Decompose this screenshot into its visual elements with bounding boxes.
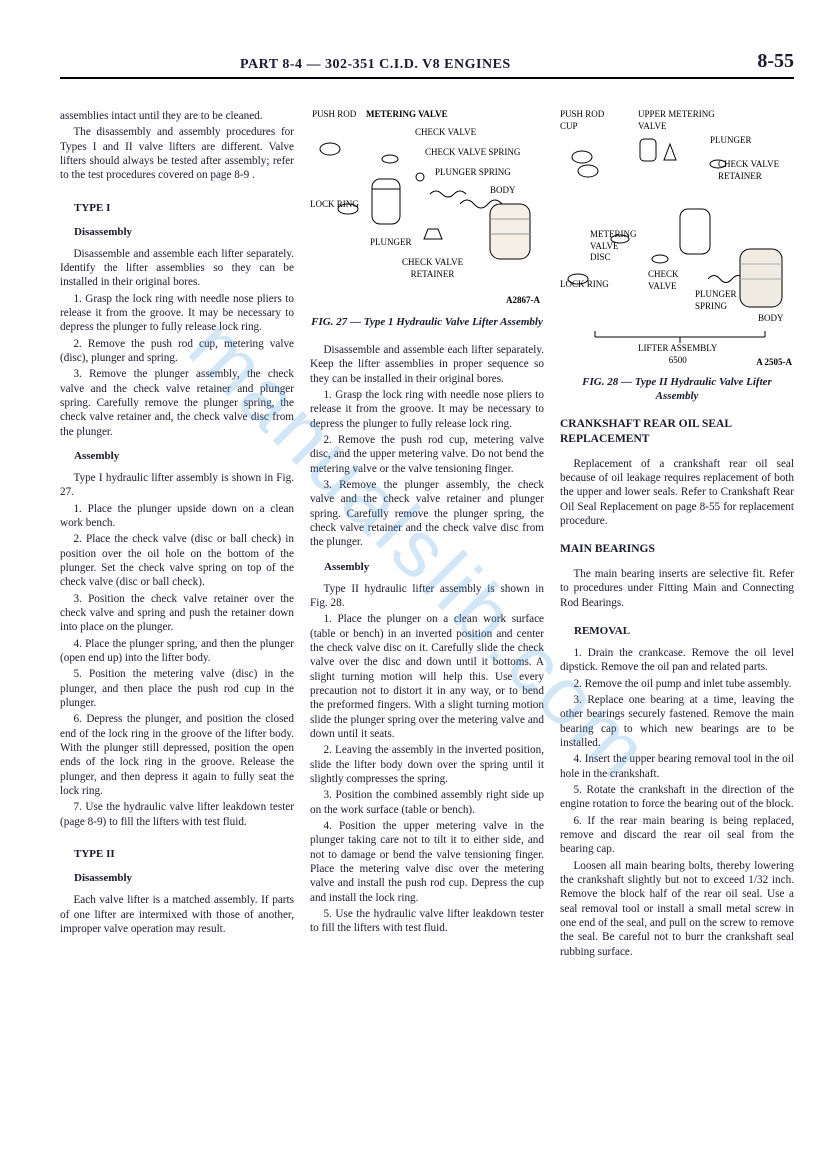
body-text: 2. Place the check valve (disc or ball c… xyxy=(60,532,294,589)
heading-crankshaft-seal: CRANKSHAFT REAR OIL SEAL REPLACEMENT xyxy=(560,417,794,446)
body-text: Each valve lifter is a matched assembly.… xyxy=(60,893,294,936)
body-text: 6. Depress the plunger, and position the… xyxy=(60,712,294,798)
figure-28: PUSH ROD CUP UPPER METERING VALVE PLUNGE… xyxy=(560,109,794,403)
body-text: Type II hydraulic lifter assembly is sho… xyxy=(310,582,544,611)
body-text: Loosen all main bearing bolts, thereby l… xyxy=(560,859,794,959)
column-2: PUSH ROD METERING VALVE CHECK VALVE CHEC… xyxy=(310,109,544,961)
body-text: 1. Place the plunger on a clean work sur… xyxy=(310,612,544,741)
label-body: BODY xyxy=(490,185,516,197)
label-metering-valve: METERING VALVE xyxy=(366,109,448,121)
body-text: 4. Insert the upper bearing removal tool… xyxy=(560,752,794,781)
heading-type2: TYPE II xyxy=(74,847,294,861)
body-text: 3. Remove the plunger assembly, the chec… xyxy=(60,367,294,439)
label-body-2: BODY xyxy=(758,313,784,325)
figure-27: PUSH ROD METERING VALVE CHECK VALVE CHEC… xyxy=(310,109,544,329)
body-text: 1. Grasp the lock ring with needle nose … xyxy=(310,388,544,431)
body-text: 2. Remove the push rod cup, metering val… xyxy=(310,433,544,476)
body-text: Disassemble and assemble each lifter sep… xyxy=(60,247,294,290)
label-metering-valve-disc: METERING VALVE DISC xyxy=(590,229,637,264)
intro-para: The disassembly and assembly procedures … xyxy=(60,125,294,182)
label-check-valve-2: CHECK VALVE xyxy=(648,269,679,292)
figure-27-diagram: PUSH ROD METERING VALVE CHECK VALVE CHEC… xyxy=(310,109,544,309)
label-figure-code-2: A 2505-A xyxy=(756,357,792,369)
body-text: The main bearing inserts are selective f… xyxy=(560,567,794,610)
label-check-valve: CHECK VALVE xyxy=(415,127,476,139)
figure-28-diagram: PUSH ROD CUP UPPER METERING VALVE PLUNGE… xyxy=(560,109,794,369)
body-text: 1. Place the plunger upside down on a cl… xyxy=(60,502,294,531)
label-plunger-2: PLUNGER xyxy=(710,135,752,147)
label-push-rod: PUSH ROD xyxy=(312,109,356,121)
body-text: 4. Position the upper metering valve in … xyxy=(310,819,544,905)
label-upper-metering: UPPER METERING VALVE xyxy=(638,109,715,132)
label-plunger-spring: PLUNGER SPRING xyxy=(435,167,511,179)
label-check-valve-spring: CHECK VALVE SPRING xyxy=(425,147,520,159)
label-figure-code: A2867-A xyxy=(506,295,540,307)
label-lock-ring: LOCK RING xyxy=(310,199,359,211)
label-lifter-assembly: LIFTER ASSEMBLY 6500 xyxy=(638,343,717,366)
heading-disassembly: Disassembly xyxy=(74,225,294,239)
intro-para: assemblies intact until they are to be c… xyxy=(60,109,294,123)
body-text: 5. Position the metering valve (disc) in… xyxy=(60,667,294,710)
body-text: 6. If the rear main bearing is being rep… xyxy=(560,814,794,857)
page-number: 8-55 xyxy=(757,50,794,73)
heading-disassembly-2: Disassembly xyxy=(74,871,294,885)
body-text: 2. Remove the oil pump and inlet tube as… xyxy=(560,677,794,691)
label-plunger-spring-2: PLUNGER SPRING xyxy=(695,289,737,312)
body-text: 2. Leaving the assembly in the inverted … xyxy=(310,743,544,786)
body-text: Type I hydraulic lifter assembly is show… xyxy=(60,471,294,500)
header-title: PART 8-4 — 302-351 C.I.D. V8 ENGINES xyxy=(240,57,511,73)
body-text: 7. Use the hydraulic valve lifter leakdo… xyxy=(60,800,294,829)
heading-assembly: Assembly xyxy=(74,449,294,463)
body-text: 1. Grasp the lock ring with needle nose … xyxy=(60,292,294,335)
body-text: Replacement of a crankshaft rear oil sea… xyxy=(560,457,794,529)
body-text: 5. Rotate the crankshaft in the directio… xyxy=(560,783,794,812)
label-check-valve-retainer: CHECK VALVE RETAINER xyxy=(402,257,463,280)
label-check-valve-retainer-2: CHECK VALVE RETAINER xyxy=(718,159,779,182)
figure-28-caption: FIG. 28 — Type II Hydraulic Valve Lifter… xyxy=(560,375,794,403)
heading-type1: TYPE I xyxy=(74,201,294,215)
body-text: 3. Position the combined assembly right … xyxy=(310,788,544,817)
body-text: 1. Drain the crankcase. Remove the oil l… xyxy=(560,646,794,675)
column-3: PUSH ROD CUP UPPER METERING VALVE PLUNGE… xyxy=(560,109,794,961)
figure-27-caption: FIG. 27 — Type 1 Hydraulic Valve Lifter … xyxy=(310,315,544,329)
body-text: Disassemble and assemble each lifter sep… xyxy=(310,343,544,386)
heading-main-bearings: MAIN BEARINGS xyxy=(560,542,794,557)
label-push-rod-cup: PUSH ROD CUP xyxy=(560,109,604,132)
body-text: 3. Remove the plunger assembly, the chec… xyxy=(310,478,544,550)
body-text: 2. Remove the push rod cup, metering val… xyxy=(60,337,294,366)
body-text: 3. Position the check valve retainer ove… xyxy=(60,592,294,635)
heading-assembly-2: Assembly xyxy=(324,560,544,574)
page-header: PART 8-4 — 302-351 C.I.D. V8 ENGINES 8-5… xyxy=(60,50,794,79)
body-text: 5. Use the hydraulic valve lifter leakdo… xyxy=(310,907,544,936)
body-text: 3. Replace one bearing at a time, leavin… xyxy=(560,693,794,750)
column-1: assemblies intact until they are to be c… xyxy=(60,109,294,961)
body-text: 4. Place the plunger spring, and then th… xyxy=(60,637,294,666)
label-lock-ring-2: LOCK RING xyxy=(560,279,609,291)
label-plunger: PLUNGER xyxy=(370,237,412,249)
heading-removal: REMOVAL xyxy=(574,624,794,638)
